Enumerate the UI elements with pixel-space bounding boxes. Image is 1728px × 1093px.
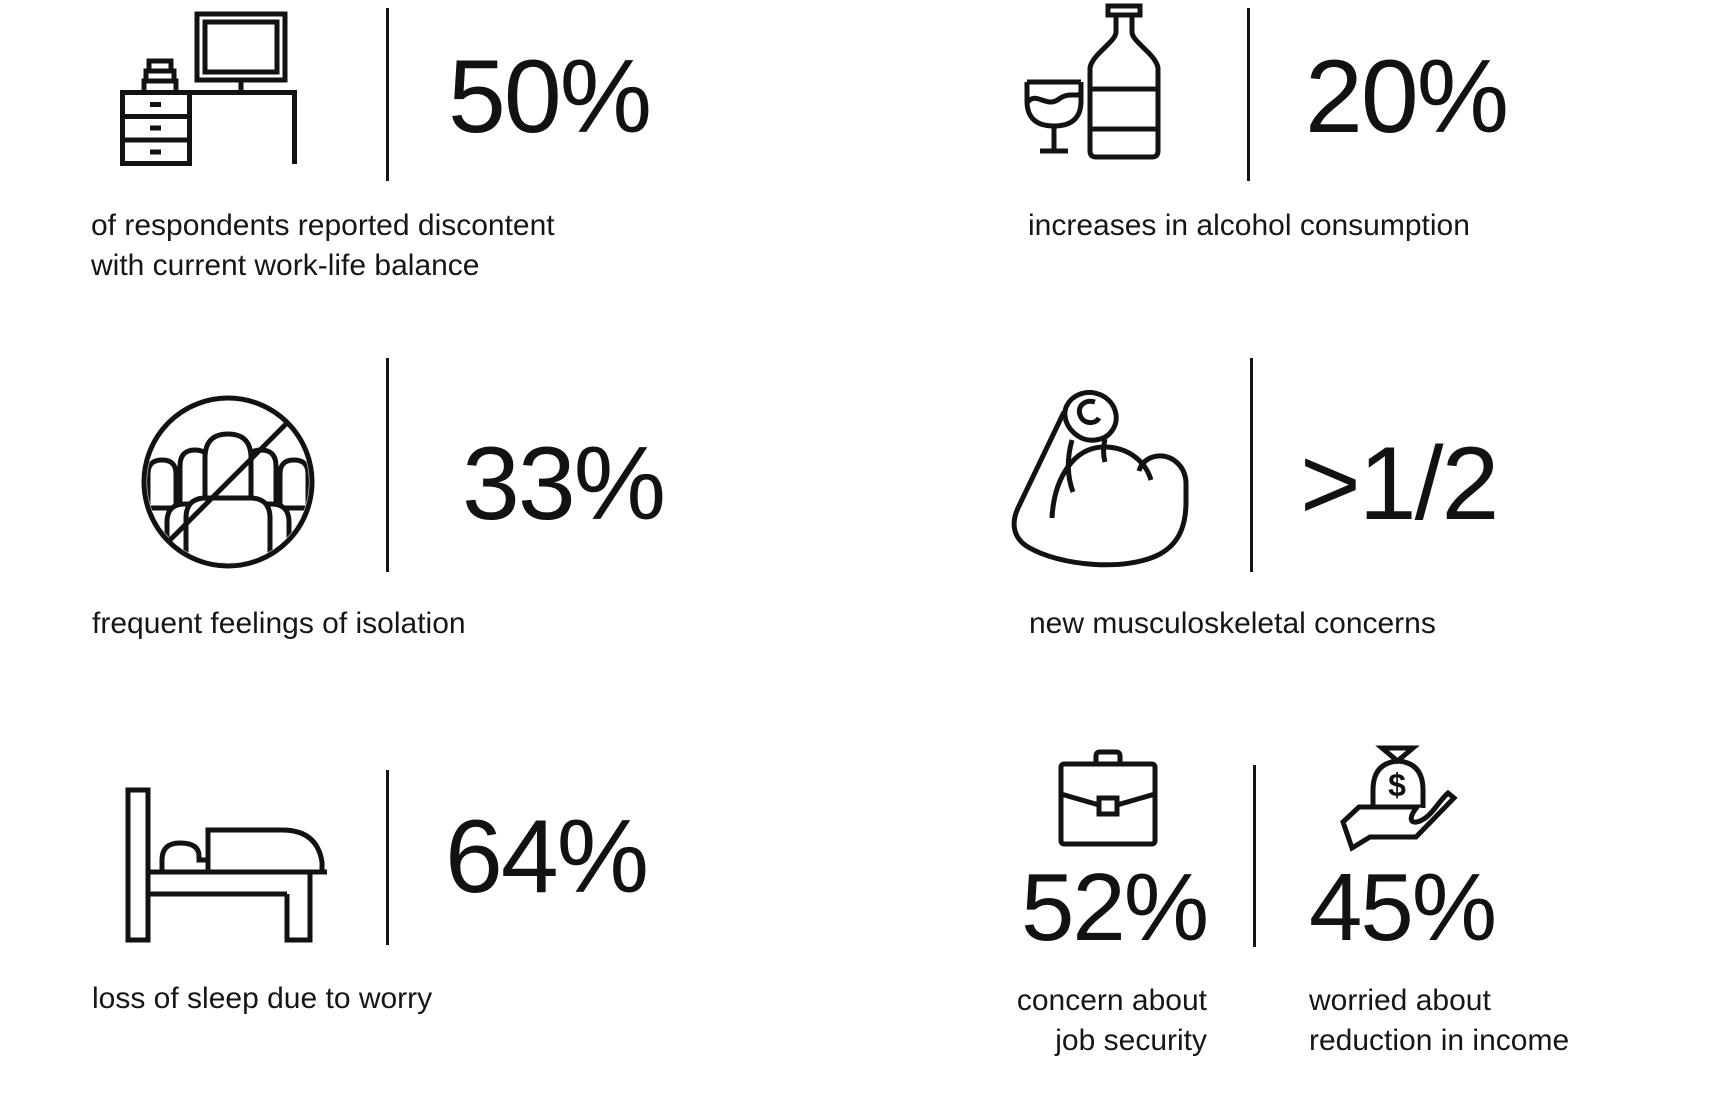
bed-sleeping-icon [125,787,327,943]
stat-value: 50% [448,39,652,155]
stat-caption: loss of sleep due to worry [92,982,433,1015]
desk-computer-icon [120,11,297,166]
stat-caption: increases in alcohol consumption [1028,209,1470,242]
divider [386,358,389,572]
stat-value: >1/2 [1300,426,1499,542]
stat-value: 20% [1305,39,1509,155]
divider [386,8,389,181]
divider [1247,8,1250,181]
money-bag-in-hand-icon: $ [1340,745,1458,852]
flexed-bicep-icon [1011,389,1189,568]
briefcase-icon [1058,749,1158,847]
no-crowd-isolation-icon [141,395,315,569]
stat-caption: of respondents reported discontent with … [91,209,555,282]
stat-value: 52% [1021,854,1209,961]
stat-value: 64% [445,799,649,915]
stat-caption: concern about job security [1016,984,1207,1057]
stat-value: 33% [462,426,666,542]
divider [386,770,389,945]
dollar-sign: $ [1388,767,1406,803]
divider [1253,765,1256,947]
stat-caption: worried about reduction in income [1309,984,1570,1057]
divider [1250,358,1253,572]
stat-caption: new musculoskeletal concerns [1029,607,1436,640]
stat-caption: frequent feelings of isolation [92,607,466,640]
wine-glass-bottle-icon [1024,3,1161,160]
stat-value: 45% [1309,854,1497,961]
